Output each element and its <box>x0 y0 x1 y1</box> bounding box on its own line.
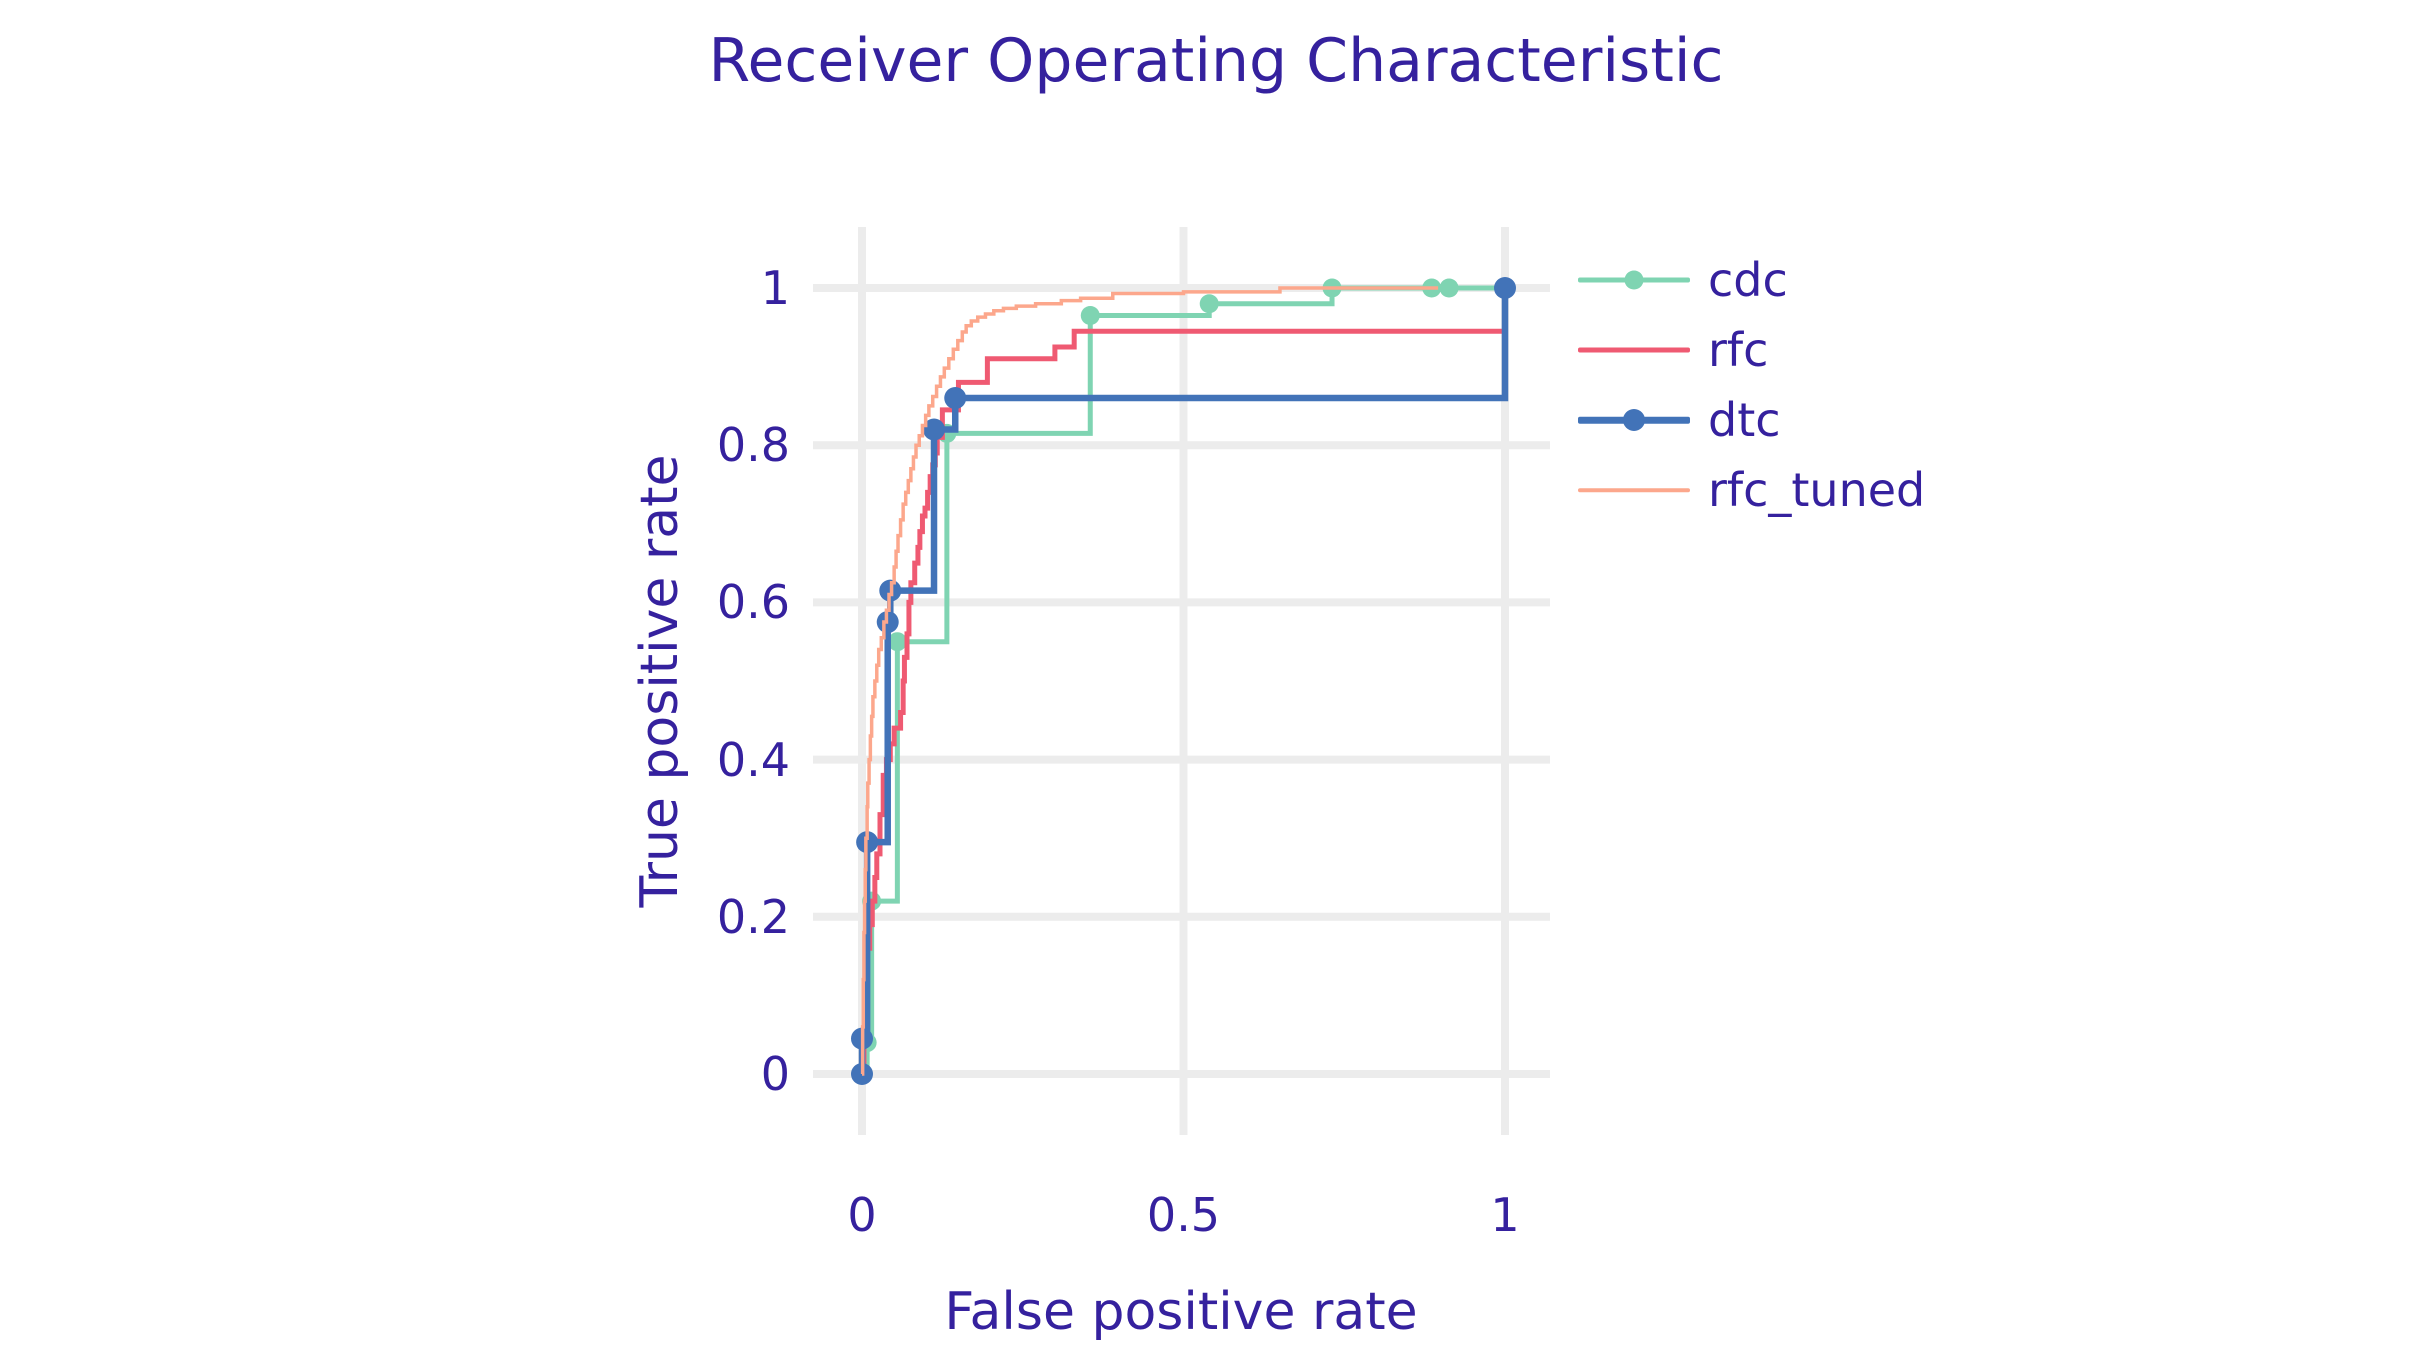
legend-swatch-cdc <box>1578 250 1690 310</box>
series-marker-cdc[interactable] <box>1080 306 1100 326</box>
legend-item-dtc[interactable]: dtc <box>1578 390 1781 450</box>
legend-marker-dtc <box>1623 409 1645 431</box>
y-tick-label: 0.8 <box>716 418 790 473</box>
x-tick-label: 1 <box>1490 1188 1520 1242</box>
y-tick-label: 0.2 <box>716 889 790 944</box>
series-marker-cdc[interactable] <box>1439 278 1459 298</box>
legend-swatch-dtc <box>1578 390 1690 450</box>
x-tick-label: 0.5 <box>1146 1188 1221 1242</box>
x-axis-title: False positive rate <box>944 1282 1418 1342</box>
legend-label-rfc: rfc <box>1708 323 1769 377</box>
legend-label-rfc_tuned: rfc_tuned <box>1708 463 1926 517</box>
legend-label-cdc: cdc <box>1708 253 1788 307</box>
legend-item-rfc[interactable]: rfc <box>1578 320 1768 380</box>
legend-line-rfc <box>1578 347 1690 353</box>
y-tick-label: 0.6 <box>716 575 790 630</box>
series-marker-dtc[interactable] <box>944 387 967 410</box>
legend-swatch-rfc <box>1578 320 1690 380</box>
y-tick-label: 0.4 <box>716 732 790 787</box>
legend-item-rfc_tuned[interactable]: rfc_tuned <box>1578 460 1925 520</box>
legend-swatch-rfc_tuned <box>1578 460 1690 520</box>
series-marker-dtc[interactable] <box>923 418 946 441</box>
series-line-rfc_tuned[interactable] <box>860 286 1439 1076</box>
legend-item-cdc[interactable]: cdc <box>1578 250 1788 310</box>
chart-title: Receiver Operating Characteristic <box>708 26 1724 96</box>
legend-label-dtc: dtc <box>1708 393 1781 447</box>
legend-line-rfc_tuned <box>1578 488 1690 492</box>
series-marker-cdc[interactable] <box>1199 294 1219 314</box>
y-axis-title: True positive rate <box>630 454 690 908</box>
y-tick-label: 1 <box>760 261 790 315</box>
y-tick-label: 0 <box>760 1047 790 1101</box>
series-marker-cdc[interactable] <box>887 632 907 652</box>
series-marker-dtc[interactable] <box>1494 277 1516 299</box>
x-tick-label: 0 <box>847 1188 877 1242</box>
legend-marker-cdc <box>1624 270 1644 290</box>
